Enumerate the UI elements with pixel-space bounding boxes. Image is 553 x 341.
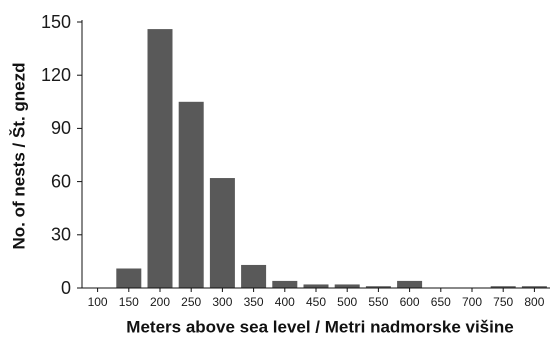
- y-tick-label: 0: [61, 278, 71, 298]
- y-axis-title: No. of nests / Št. gnezd: [9, 62, 28, 249]
- x-tick-label: 400: [275, 295, 295, 309]
- bar-550: [365, 286, 391, 288]
- bar-200: [147, 29, 173, 289]
- bars-layer: [116, 29, 547, 289]
- y-tick-label: 120: [41, 65, 71, 85]
- x-tick-label: 450: [306, 295, 326, 309]
- x-tick-label: 550: [368, 295, 388, 309]
- x-tick-label: 700: [462, 295, 482, 309]
- x-ticks-layer: 100 150 200 250 300 350 400 450 500 550 600 650 700 7…: [88, 288, 545, 309]
- bar-500: [334, 284, 360, 288]
- x-tick-label: 650: [431, 295, 451, 309]
- x-tick-label: 150: [119, 295, 139, 309]
- x-tick-label: 250: [181, 295, 201, 309]
- x-tick-label: 500: [337, 295, 357, 309]
- bar-250: [178, 101, 204, 288]
- x-tick-label: 350: [244, 295, 264, 309]
- x-tick-label: 300: [212, 295, 232, 309]
- x-tick-label: 750: [493, 295, 513, 309]
- x-tick-label: 200: [150, 295, 170, 309]
- bar-300: [209, 178, 235, 288]
- y-tick-label: 60: [51, 171, 71, 191]
- bar-800: [521, 286, 547, 288]
- x-tick-label: 600: [400, 295, 420, 309]
- bar-400: [272, 280, 298, 288]
- y-tick-label: 150: [41, 12, 71, 32]
- x-tick-label: 100: [88, 295, 108, 309]
- bar-350: [241, 264, 267, 288]
- y-ticks-layer: 0 30 60 90 120 150: [41, 12, 82, 298]
- y-tick-label: 30: [51, 225, 71, 245]
- bar-150: [116, 268, 142, 288]
- bar-750: [490, 286, 516, 288]
- y-tick-label: 90: [51, 118, 71, 138]
- bar-600: [397, 280, 423, 288]
- bar-450: [303, 284, 329, 288]
- x-axis-title: Meters above sea level / Metri nadmorske…: [126, 317, 513, 336]
- x-tick-label: 800: [524, 295, 544, 309]
